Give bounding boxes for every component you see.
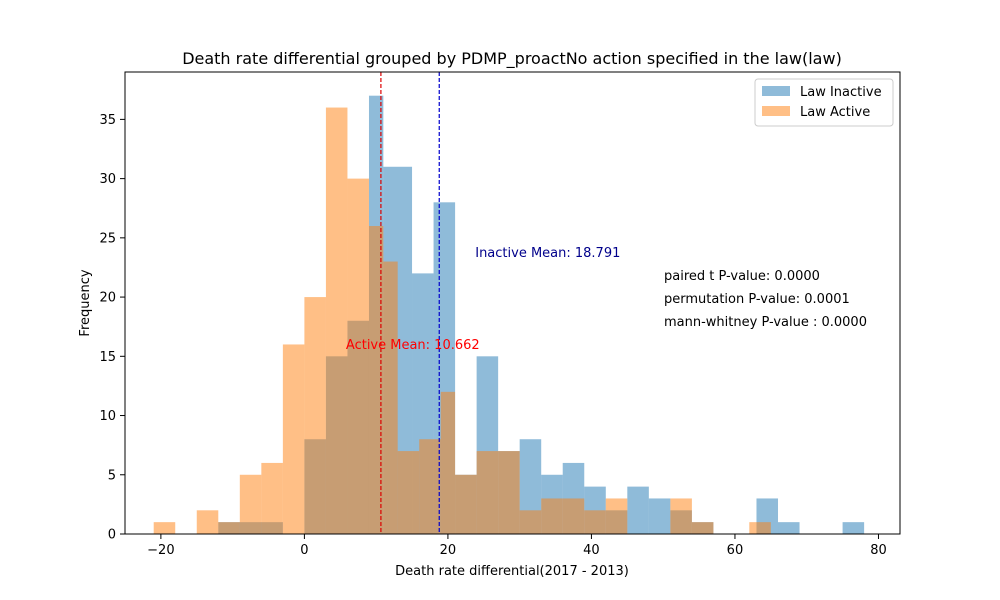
x-tick-label: 0 — [300, 543, 308, 558]
bar-active-24 — [749, 522, 771, 534]
x-axis-label: Death rate differential(2017 - 2013) — [395, 564, 629, 579]
bar-inactive-17 — [627, 486, 649, 534]
bar-active-23 — [691, 522, 714, 534]
legend-label-active: Law Active — [800, 105, 870, 120]
bar-active-0 — [153, 522, 176, 534]
y-tick-label: 35 — [99, 113, 116, 128]
bar-active-3 — [239, 474, 262, 534]
legend-swatch-active — [762, 106, 790, 116]
y-tick-label: 10 — [99, 409, 116, 424]
plot-frame — [124, 71, 901, 535]
paired-t-pvalue: paired t P-value: 0.0000 — [664, 269, 820, 284]
bar-active-13 — [440, 391, 456, 534]
bar-active-20 — [584, 510, 606, 534]
bar-active-1 — [196, 510, 219, 534]
y-ticks: 0 5 10 15 20 25 30 35 — [99, 113, 125, 543]
x-ticks: −20 0 20 40 60 80 — [147, 534, 887, 558]
y-tick-label: 0 — [108, 528, 116, 543]
bar-active-11 — [397, 451, 420, 534]
chart-title: Death rate differential grouped by PDMP_… — [182, 49, 842, 69]
mean-label-active: Active Mean: 10.662 — [346, 338, 480, 353]
bar-inactive-18 — [648, 498, 671, 534]
series-law-active — [153, 107, 771, 535]
y-tick-label: 30 — [99, 172, 116, 187]
bar-active-8 — [347, 178, 369, 534]
y-axis-label: Frequency — [78, 269, 93, 336]
legend-swatch-inactive — [762, 86, 790, 96]
bar-active-5 — [282, 344, 305, 534]
mean-label-inactive: Inactive Mean: 18.791 — [475, 246, 620, 261]
y-tick-label: 25 — [99, 231, 116, 246]
bar-active-14 — [455, 474, 477, 534]
bar-active-12 — [419, 439, 441, 534]
bar-active-2 — [218, 522, 240, 534]
x-tick-label: 60 — [727, 543, 744, 558]
y-tick-label: 15 — [99, 350, 116, 365]
bar-active-19 — [562, 498, 585, 534]
bar-active-16 — [498, 451, 520, 534]
stats-annotations: paired t P-value: 0.0000 permutation P-v… — [664, 269, 867, 330]
bars-layer — [153, 95, 865, 535]
axes-layer — [124, 71, 901, 535]
mean-lines-layer: Inactive Mean: 18.791 Active Mean: 10.662 — [346, 72, 620, 534]
x-tick-label: 80 — [870, 543, 887, 558]
bar-active-6 — [304, 297, 326, 534]
y-tick-label: 5 — [108, 468, 116, 483]
bar-inactive-23 — [842, 522, 865, 534]
bar-active-10 — [383, 261, 398, 534]
legend: Law Inactive Law Active — [754, 78, 894, 127]
mann-whitney-pvalue: mann-whitney P-value : 0.0000 — [664, 315, 867, 330]
x-tick-label: −20 — [147, 543, 174, 558]
bar-active-17 — [519, 510, 542, 534]
permutation-pvalue: permutation P-value: 0.0001 — [664, 292, 850, 307]
bar-active-21 — [605, 498, 628, 534]
legend-label-inactive: Law Inactive — [800, 85, 882, 100]
bar-inactive-22 — [778, 522, 800, 534]
y-tick-label: 20 — [99, 291, 116, 306]
bar-active-9 — [368, 226, 384, 534]
bar-active-22 — [670, 498, 692, 534]
x-tick-label: 20 — [440, 543, 457, 558]
x-tick-label: 40 — [583, 543, 600, 558]
bar-active-7 — [325, 107, 348, 535]
bar-active-18 — [541, 498, 563, 534]
bar-active-15 — [476, 451, 499, 534]
bar-active-4 — [261, 462, 283, 534]
